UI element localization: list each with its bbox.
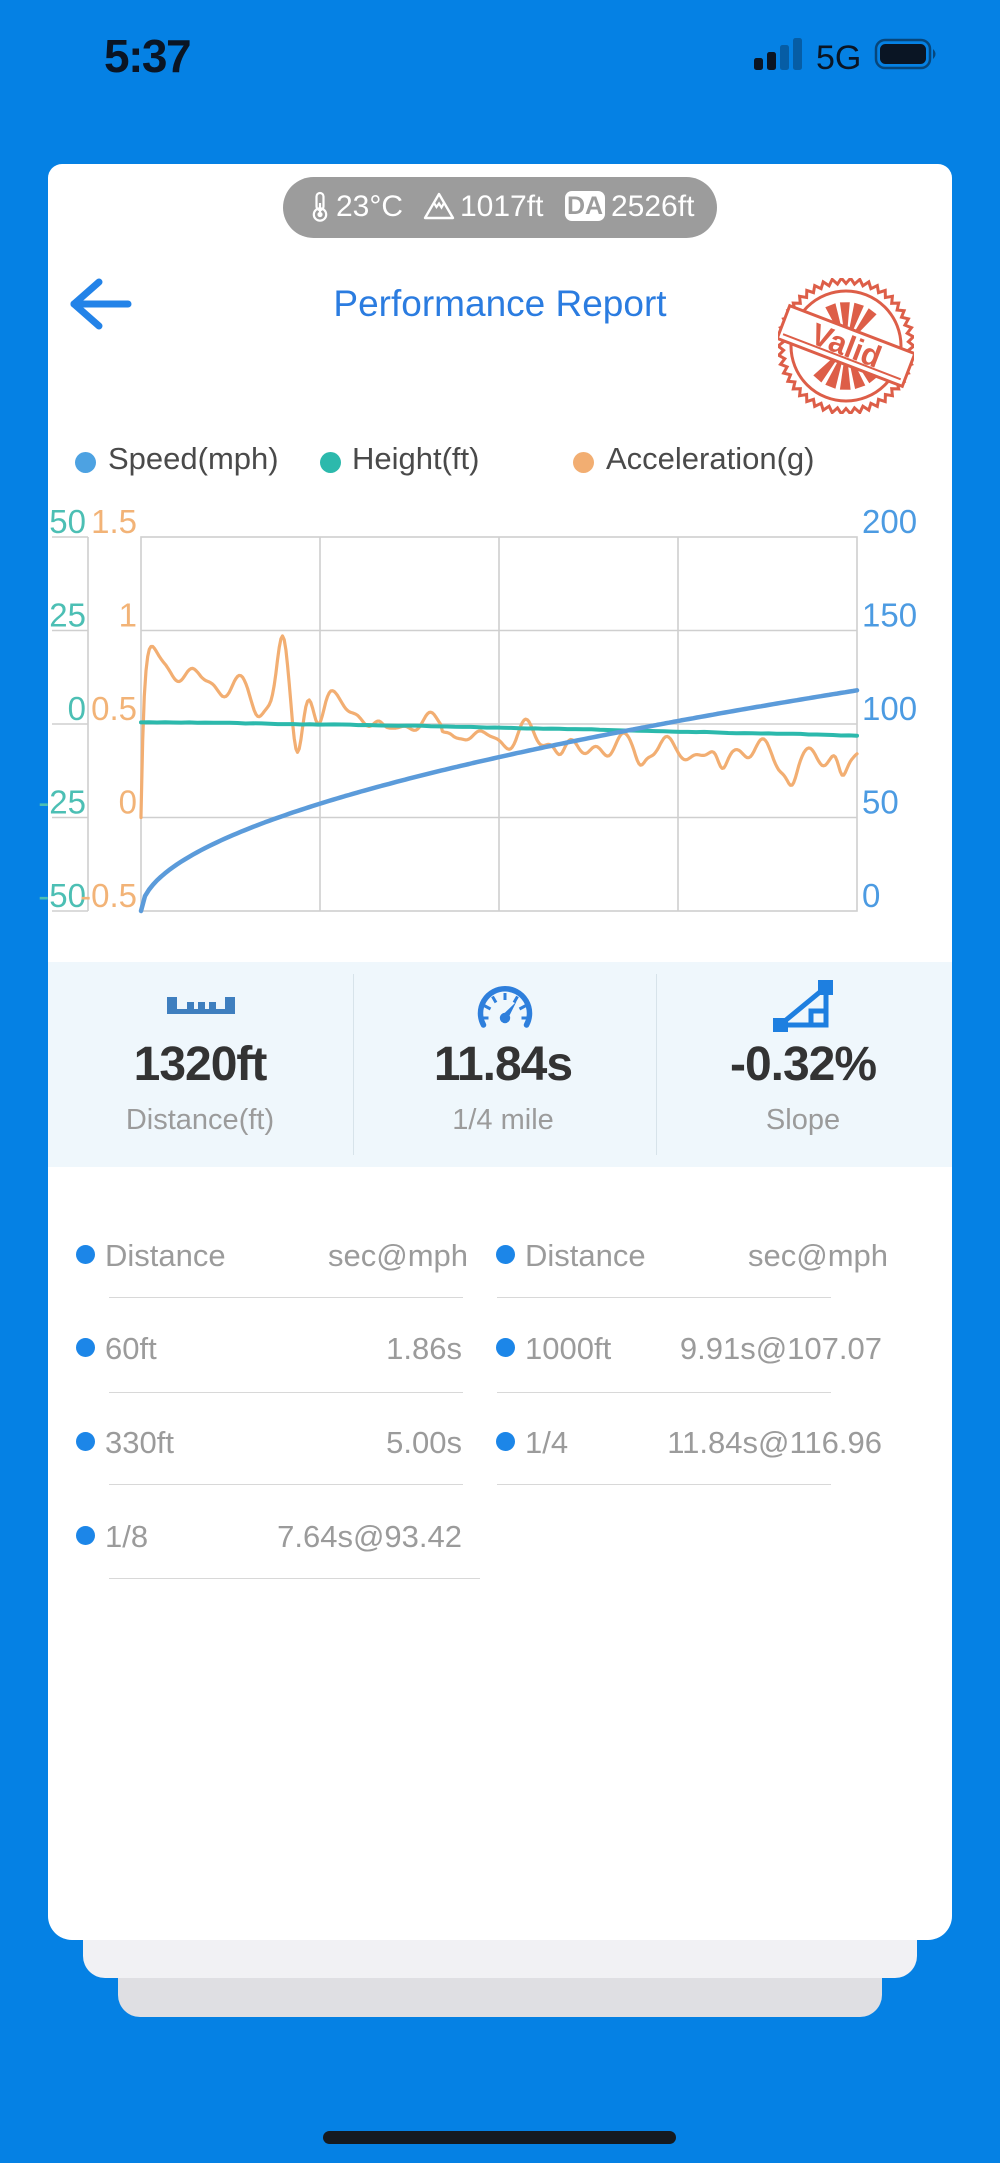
svg-text:50: 50 — [862, 784, 899, 821]
svg-text:150: 150 — [862, 597, 917, 634]
svg-text:50: 50 — [49, 503, 86, 540]
svg-text:1: 1 — [119, 597, 137, 634]
svg-text:-50: -50 — [38, 877, 86, 914]
svg-text:100: 100 — [862, 690, 917, 727]
svg-text:0.5: 0.5 — [91, 690, 137, 727]
svg-text:25: 25 — [49, 597, 86, 634]
svg-text:0: 0 — [68, 690, 86, 727]
svg-text:-0.5: -0.5 — [80, 877, 137, 914]
svg-text:5G: 5G — [816, 39, 861, 76]
svg-text:1.5: 1.5 — [91, 503, 137, 540]
svg-text:0: 0 — [862, 877, 880, 914]
svg-text:0: 0 — [119, 784, 137, 821]
svg-text:-25: -25 — [38, 784, 86, 821]
svg-text:200: 200 — [862, 503, 917, 540]
